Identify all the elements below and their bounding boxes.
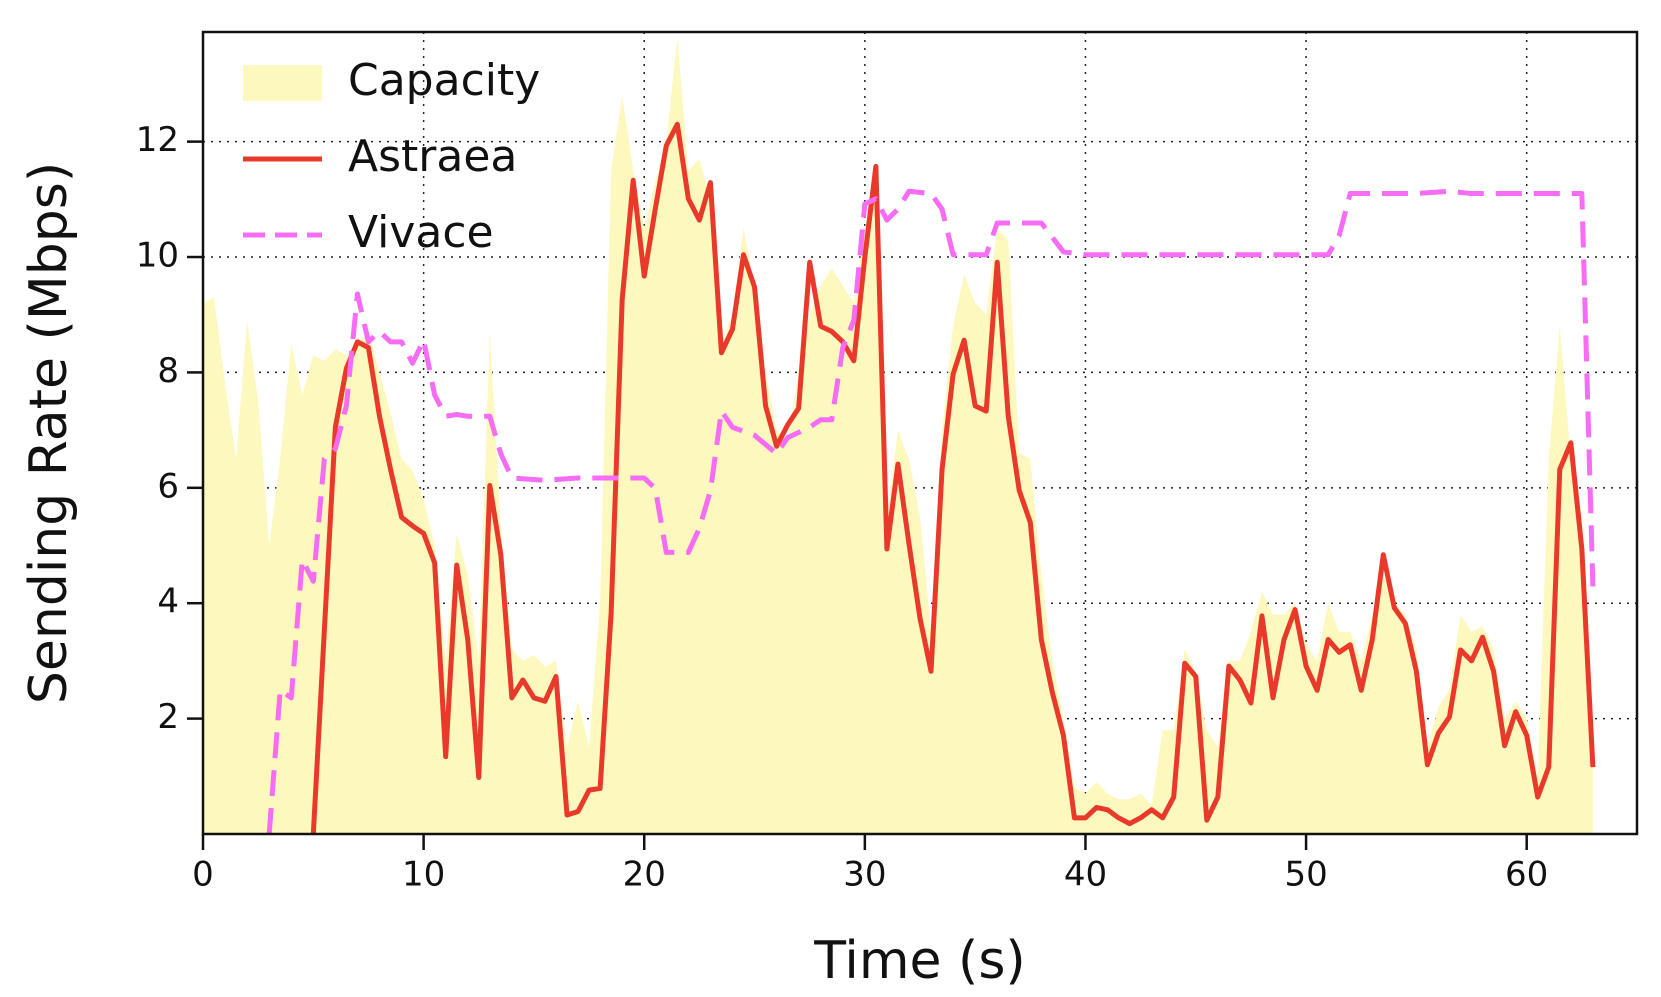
legend-swatch [243, 65, 322, 101]
y-axis-title: Sending Rate (Mbps) [19, 162, 79, 704]
x-axis-title: Time (s) [813, 931, 1025, 991]
series-line [310, 121, 1596, 834]
x-tick-label: 50 [1284, 855, 1327, 895]
x-tick-label: 40 [1064, 855, 1107, 895]
x-tick-label: 10 [402, 855, 445, 895]
y-tick-label: 8 [157, 351, 179, 391]
y-tick-label: 2 [157, 697, 179, 737]
y-tick-label: 10 [136, 236, 179, 276]
x-tick-label: 0 [192, 855, 214, 895]
legend-label: Capacity [348, 55, 540, 106]
capacity-area [203, 37, 1593, 834]
legend-label: Vivace [348, 207, 494, 258]
plot-area [203, 32, 1637, 834]
legend-label: Astraea [348, 131, 517, 182]
x-tick-label: 60 [1505, 855, 1548, 895]
x-tick-label: 30 [843, 855, 886, 895]
y-tick-label: 12 [136, 120, 179, 160]
series-line [266, 188, 1596, 834]
x-tick-label: 20 [623, 855, 666, 895]
plot-frame [201, 30, 1639, 836]
y-tick-label: 6 [157, 466, 179, 506]
y-tick-label: 4 [157, 582, 179, 622]
